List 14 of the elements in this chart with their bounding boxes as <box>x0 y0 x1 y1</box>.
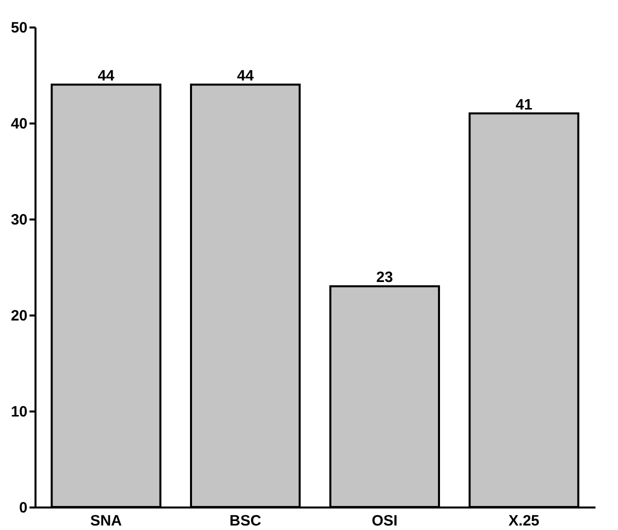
data-label: 41 <box>516 96 532 114</box>
data-label: 23 <box>376 269 393 286</box>
x-tick-label: X.25 <box>508 512 540 530</box>
data-label: 44 <box>237 68 254 85</box>
y-tick-label: 30 <box>10 212 28 228</box>
y-tick-label: 10 <box>10 404 28 420</box>
y-tick-label: 20 <box>10 308 28 324</box>
x-tick-label: OSI <box>372 512 398 530</box>
x-tick-label: SNA <box>90 512 122 530</box>
y-tick-label: 50 <box>10 20 28 36</box>
x-tick-label: BSC <box>230 512 262 530</box>
y-tick-label: 0 <box>19 500 28 516</box>
data-label: 44 <box>98 68 116 85</box>
y-tick-label: 40 <box>10 116 28 132</box>
